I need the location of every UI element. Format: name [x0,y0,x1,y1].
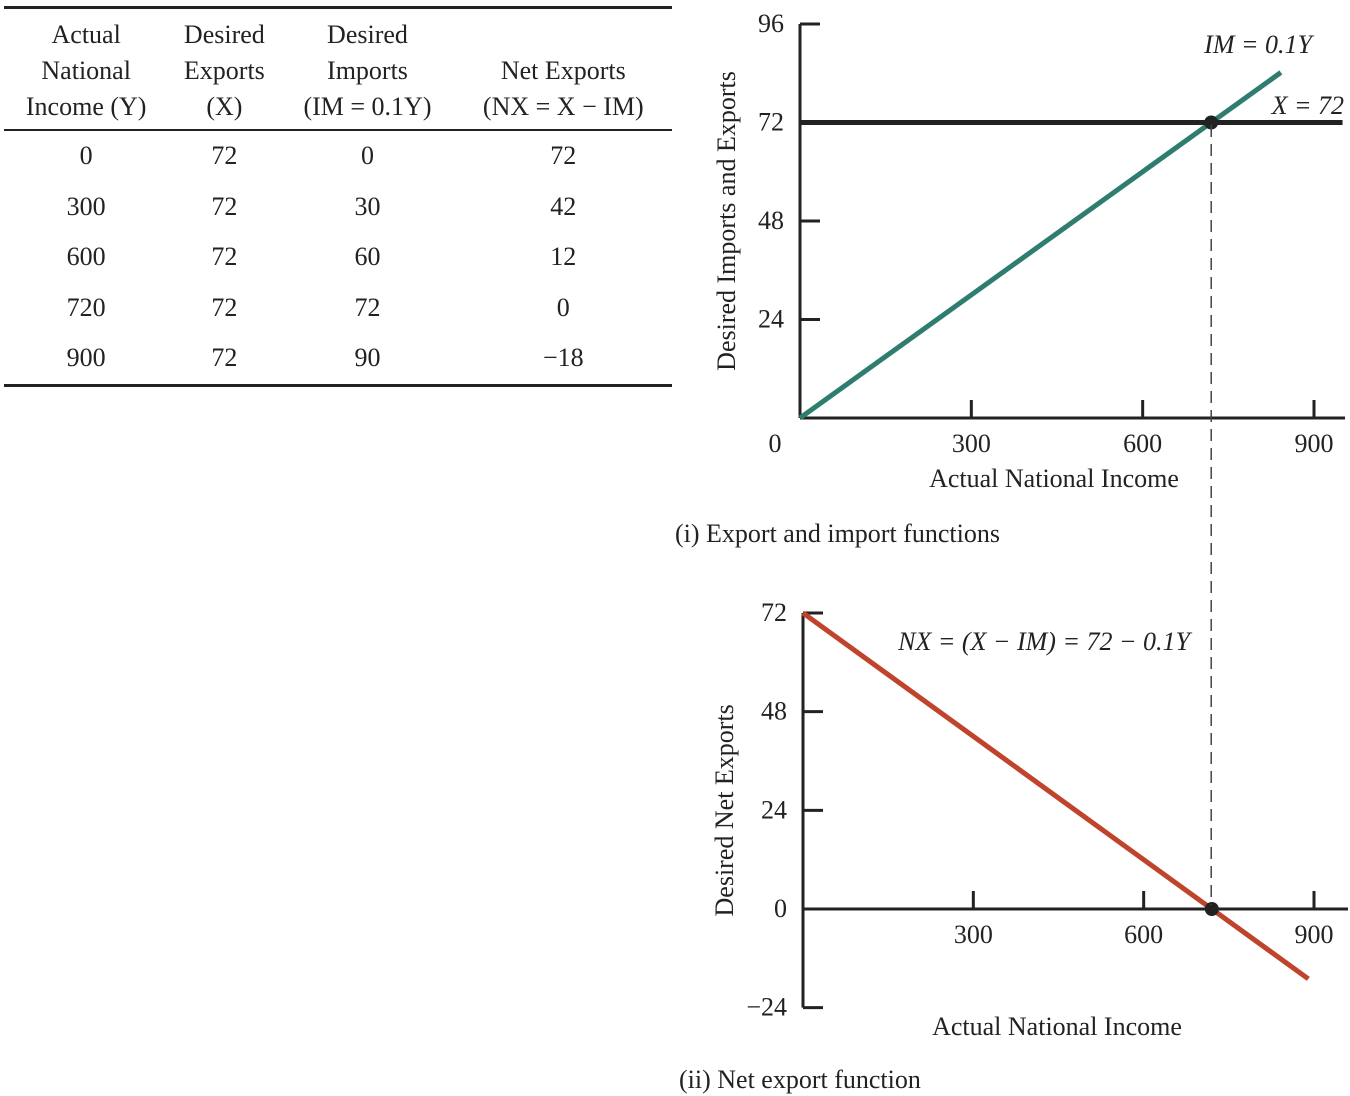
column-header: Actual National Income (Y) [4,8,168,131]
y-tick-label: 0 [774,894,787,923]
table-cell: 72 [211,242,238,272]
x-tick-label: 900 [1295,429,1334,458]
table-cell: 720 [66,292,106,322]
header-line: Actual [51,20,121,49]
table-cell: 72 [211,191,238,221]
header-line: National [41,56,131,85]
table-row: 300 72 30 42 [4,182,672,233]
table-cell: 72 [550,141,577,171]
series-label: NX = (X − IM) = 72 − 0.1Y [897,627,1192,656]
series-line [801,610,1310,981]
x-tick-label: 600 [1123,429,1162,458]
y-tick-label: 96 [758,9,784,38]
table-cell: 300 [66,191,106,221]
series-line [798,70,1283,421]
table-cell: 30 [354,191,381,221]
table-cell: 600 [66,242,106,272]
y-tick-label: 72 [761,598,787,627]
header-line: Desired [183,20,265,49]
table-cell: 72 [211,343,238,373]
y-tick-label: 48 [761,697,787,726]
header-line: Desired [327,20,408,49]
x-axis-label: Actual National Income [932,1012,1182,1041]
y-tick-label: 24 [761,795,787,824]
table-row: 720 72 72 0 [4,283,672,334]
table-row: 600 72 60 12 [4,232,672,283]
column-header: Desired Exports (X) [168,8,280,131]
table-row: 900 72 90 −18 [4,333,672,385]
table-cell: 72 [354,292,381,322]
chart-caption: (ii) Net export function [679,1065,921,1094]
table-cell: 12 [550,242,577,272]
chart-caption: (i) Export and import functions [675,519,1000,548]
table-cell: 60 [354,242,381,272]
table-cell: 0 [556,292,570,322]
x-tick-label: 600 [1124,920,1163,949]
table-row: 0 72 0 72 [4,130,672,182]
table-cell: 900 [66,343,106,373]
series-label: X = 72 [1271,91,1344,120]
y-tick-label: 72 [758,108,784,137]
table-cell: 42 [550,191,577,221]
series-label: IM = 0.1Y [1203,30,1314,59]
header-line: (NX = X − IM) [482,92,644,121]
table-cell: 0 [360,141,374,171]
header-line: (IM = 0.1Y) [303,92,432,121]
y-axis-label: Desired Imports and Exports [712,71,741,371]
header-line: Income (Y) [25,92,147,121]
x-tick-label: 900 [1295,920,1334,949]
table-cell: −18 [542,343,584,373]
x-tick-label: 0 [769,429,782,458]
y-axis-label: Desired Net Exports [710,704,739,916]
x-tick-label: 300 [954,920,993,949]
header-line: Exports [183,56,265,85]
table-cell: 90 [354,343,381,373]
x-tick-label: 300 [952,429,991,458]
header-line: (X) [206,92,243,121]
column-header: Net Exports (NX = X − IM) [455,8,672,131]
column-header: Desired Imports (IM = 0.1Y) [280,8,454,131]
header-line: Imports [327,56,408,85]
x-axis-label: Actual National Income [929,464,1179,493]
table-cell: 0 [79,141,93,171]
y-tick-label: −24 [746,993,787,1022]
table-cell: 72 [211,141,238,171]
data-table: Actual National Income (Y) Desired Exports (X… [4,6,672,387]
intersection-point [1204,115,1219,130]
y-tick-label: 48 [758,206,784,235]
header-line: Net Exports [500,56,626,85]
intersection-point [1204,902,1219,916]
table-cell: 72 [211,292,238,322]
y-tick-label: 24 [758,305,784,334]
